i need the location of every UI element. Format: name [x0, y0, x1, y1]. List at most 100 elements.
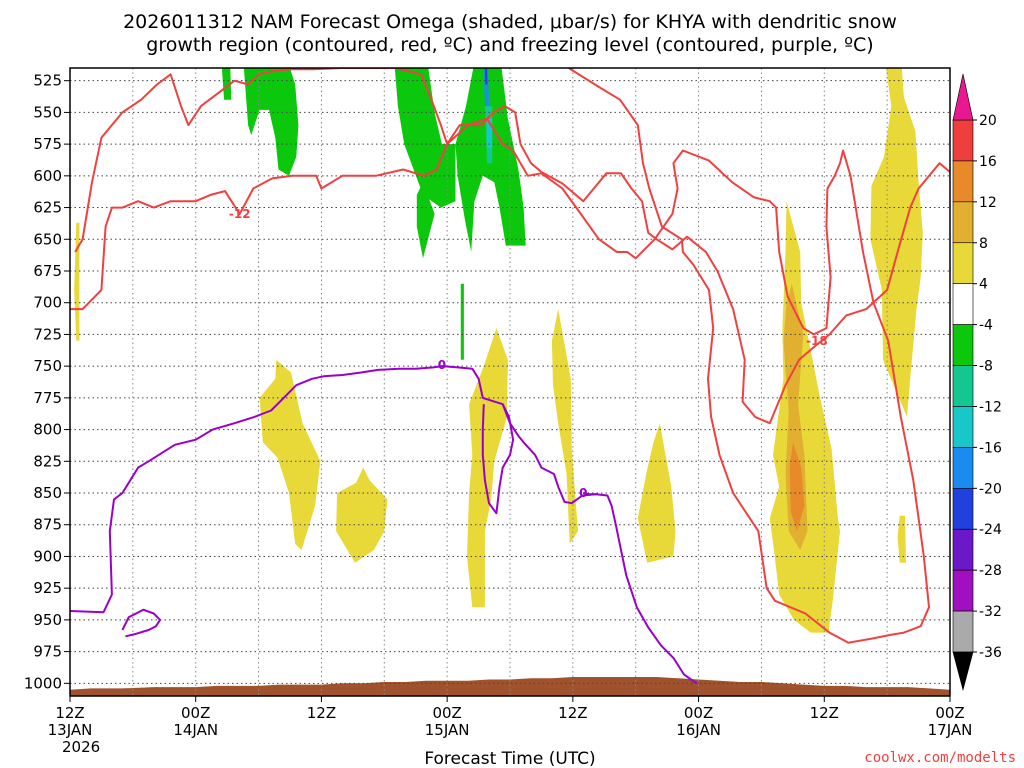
- colorbar-label: -20: [979, 481, 1002, 497]
- terrain-layer: [70, 677, 950, 696]
- x-tick-label: 14JAN: [173, 721, 218, 739]
- omega-shade-region-0: [221, 68, 232, 100]
- x-axis-label: Forecast Time (UTC): [424, 749, 595, 768]
- colorbar: 20 16 12 8 4 -4 -8 -12 -16 -20 -24 -28 -32 -36: [952, 73, 1002, 692]
- contour-layer: [70, 68, 950, 685]
- y-tick-label: 600: [33, 167, 62, 185]
- x-tick-label: 17JAN: [928, 721, 973, 739]
- x-tick-label: 2026: [62, 738, 100, 756]
- y-tick-label: 725: [33, 325, 62, 343]
- colorbar-label: -32: [979, 604, 1002, 620]
- omega-shade-region-10: [483, 68, 489, 107]
- red-contour-label: -12: [229, 207, 251, 221]
- omega-shade-region-12: [460, 283, 464, 360]
- omega-shade-region-13: [74, 222, 80, 341]
- y-tick-label: 825: [33, 452, 62, 470]
- colorbar-bin: [952, 201, 974, 244]
- colorbar-bin: [952, 365, 974, 407]
- y-tick-label: 525: [33, 72, 62, 90]
- y-tick-label: 675: [33, 262, 62, 280]
- y-tick-label: 900: [33, 547, 62, 565]
- colorbar-bin: [952, 406, 974, 448]
- colorbar-label: 16: [979, 154, 997, 170]
- colorbar-bin: [952, 610, 974, 653]
- purple-contour-2: [481, 403, 515, 515]
- purple-contour-0: [70, 365, 698, 685]
- plot-frame: [69, 67, 951, 697]
- y-tick-label: 650: [33, 230, 62, 248]
- colorbar-bin: [952, 242, 974, 284]
- grid-layer: [70, 68, 950, 696]
- x-tick-label: 00Z: [432, 704, 461, 722]
- red-contour-label: -18: [806, 334, 828, 348]
- y-tick-label: 550: [33, 103, 62, 121]
- colorbar-label: 12: [979, 195, 997, 211]
- y-tick-label: 950: [33, 611, 62, 629]
- colorbar-bin: [952, 324, 974, 366]
- credit-text[interactable]: coolwx.com/modelts: [864, 750, 1016, 766]
- y-tick-label: 1000: [24, 674, 62, 692]
- colorbar-bin: [952, 160, 974, 203]
- colorbar-label: -24: [979, 522, 1002, 538]
- x-tick-label: 00Z: [935, 704, 964, 722]
- x-tick-label: 16JAN: [676, 721, 721, 739]
- chart-title-line-1: 2026011312 NAM Forecast Omega (shaded, μ…: [123, 11, 897, 33]
- x-tick-label: 12Z: [307, 704, 336, 722]
- contour-label-layer: -12 -18 0 0: [229, 207, 828, 500]
- colorbar-label: 4: [979, 277, 988, 293]
- y-tick-label: 925: [33, 579, 62, 597]
- colorbar-label: -12: [979, 399, 1002, 415]
- colorbar-over-arrow: [952, 73, 974, 121]
- colorbar-label: -8: [979, 359, 993, 375]
- colorbar-bin: [952, 119, 974, 162]
- omega-shade-region-17: [551, 309, 579, 544]
- omega-shade-region-5: [447, 182, 456, 202]
- purple-contour-label: 0: [579, 486, 587, 500]
- x-tick-label: 00Z: [684, 704, 713, 722]
- y-tick-label: 875: [33, 516, 62, 534]
- terrain-fill: [70, 677, 950, 696]
- x-tick-label: 00Z: [181, 704, 210, 722]
- colorbar-under-arrow: [952, 651, 974, 692]
- colorbar-label: -4: [979, 318, 993, 334]
- omega-shade-region-11: [484, 68, 488, 85]
- red-contour-0: [70, 105, 950, 425]
- purple-contour-1: [583, 492, 596, 496]
- y-tick-label: 750: [33, 357, 62, 375]
- omega-shade-region-18: [637, 423, 676, 563]
- y-tick-label: 850: [33, 484, 62, 502]
- colorbar-bin: [952, 447, 974, 489]
- colorbar-bin: [952, 569, 974, 612]
- colorbar-bin: [952, 528, 974, 571]
- y-tick-label: 975: [33, 643, 62, 661]
- chart-title-line-2: growth region (contoured, red, ºC) and f…: [146, 34, 873, 56]
- y-axis-ticks: 525 550 575 600 625 650 675 700 725 750 775 800 825 8…: [24, 72, 70, 692]
- purple-contour-3: [121, 608, 162, 638]
- colorbar-bin: [952, 283, 974, 325]
- red-contour-1: [74, 68, 930, 644]
- omega-shade-region-15: [336, 467, 388, 563]
- omega-shade-region-22: [789, 442, 805, 532]
- colorbar-label: 8: [979, 236, 988, 252]
- omega-shade-region-1: [243, 68, 299, 176]
- y-tick-label: 775: [33, 389, 62, 407]
- x-tick-label: 12Z: [55, 704, 84, 722]
- plot-area: -12 -18 0 0: [69, 67, 951, 697]
- y-tick-label: 625: [33, 199, 62, 217]
- y-tick-label: 700: [33, 294, 62, 312]
- purple-contour-label: 0: [438, 358, 446, 372]
- x-tick-label: 12Z: [810, 704, 839, 722]
- colorbar-label: -16: [979, 440, 1002, 456]
- colorbar-label: 20: [979, 113, 997, 129]
- colorbar-bin: [952, 488, 974, 530]
- omega-shade-region-2: [394, 68, 448, 208]
- x-tick-label: 12Z: [558, 704, 587, 722]
- x-tick-label: 13JAN: [48, 721, 93, 739]
- omega-shade-region-23: [897, 515, 906, 563]
- y-tick-label: 800: [33, 421, 62, 439]
- colorbar-label: -28: [979, 563, 1002, 579]
- omega-shade-region-19: [855, 68, 923, 417]
- x-tick-label: 15JAN: [425, 721, 470, 739]
